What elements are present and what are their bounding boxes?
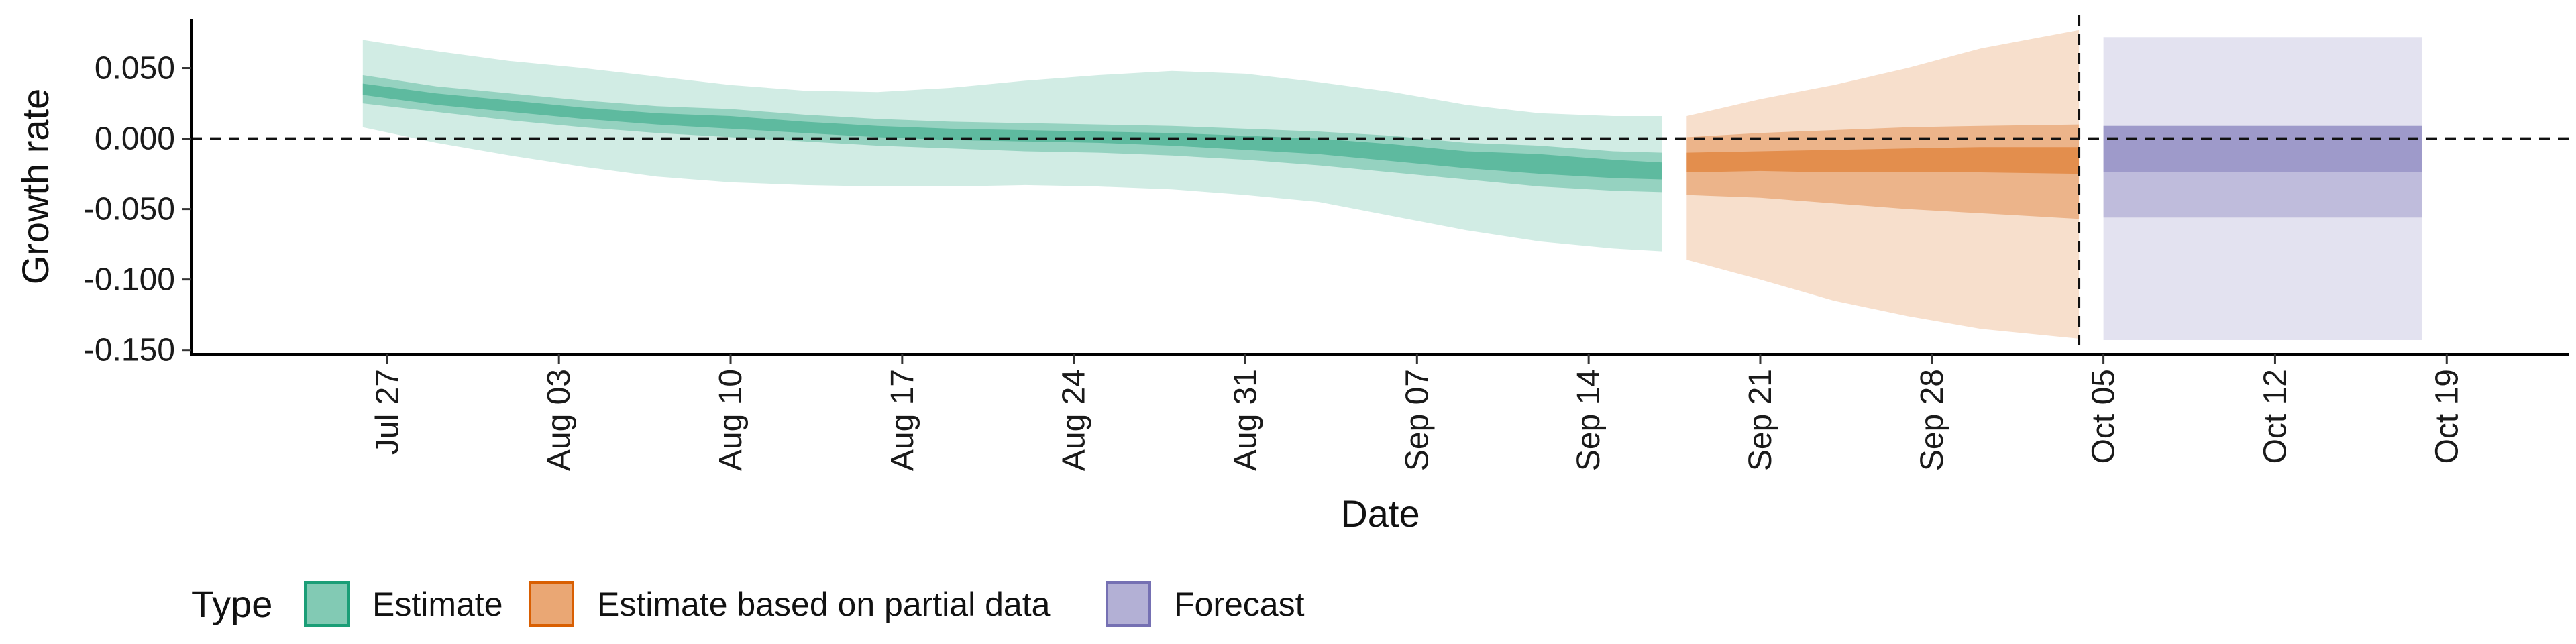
axes	[190, 19, 2569, 356]
legend-key	[304, 581, 350, 627]
y-tick-label: 0.050	[95, 51, 175, 87]
x-tick-label: Aug 31	[1228, 369, 1264, 471]
x-tick-label: Oct 19	[2429, 369, 2465, 464]
x-tick-label: Oct 05	[2086, 369, 2122, 464]
y-tick-label: -0.150	[84, 333, 175, 368]
y-axis-title: Growth rate	[14, 89, 56, 285]
estimate-band-90	[362, 40, 1662, 252]
y-tick-label: -0.100	[84, 262, 175, 298]
legend: Type Estimate Estimate based on partial d…	[191, 581, 1305, 627]
estimate-band-20	[362, 83, 1662, 180]
estimate-based-on-partial-data-band-50	[1686, 124, 2080, 219]
x-axis-ticks: Jul 27 Aug 03 Aug 10 Aug 17 Aug 24 Aug 31 Sep …	[370, 354, 2465, 471]
x-tick-label: Oct 12	[2257, 369, 2293, 464]
legend-label: Estimate	[372, 586, 503, 623]
y-tick-label: 0.000	[95, 121, 175, 157]
x-tick-label: Aug 24	[1057, 369, 1092, 471]
x-tick-label: Sep 21	[1743, 369, 1778, 471]
y-axis-ticks: 0.050 0.000 -0.050 -0.100 -0.150	[84, 51, 191, 368]
x-tick-label: Aug 10	[713, 369, 749, 471]
x-tick-label: Sep 28	[1915, 369, 1950, 471]
y-tick-label: -0.050	[84, 192, 175, 227]
estimate-based-on-partial-data-band-90	[1686, 30, 2080, 339]
legend-key	[529, 581, 574, 627]
forecast-band-50	[2103, 125, 2422, 218]
x-tick-label: Jul 27	[370, 369, 405, 455]
x-tick-label: Sep 14	[1571, 369, 1607, 471]
legend-key	[1106, 581, 1151, 627]
forecast-band-20	[2103, 125, 2422, 172]
reference-lines	[191, 15, 2569, 354]
x-tick-label: Aug 03	[541, 369, 577, 471]
estimate-band-50	[362, 75, 1662, 193]
legend-title: Type	[191, 583, 272, 625]
forecast-band-90	[2103, 37, 2422, 341]
x-tick-label: Sep 07	[1399, 369, 1435, 471]
x-axis-title: Date	[1340, 492, 1419, 535]
estimate-based-on-partial-data-band-20	[1686, 147, 2080, 174]
legend-label: Forecast	[1174, 586, 1305, 623]
x-tick-label: Aug 17	[885, 369, 920, 471]
legend-label: Estimate based on partial data	[597, 586, 1051, 623]
ribbon-layer	[362, 30, 2422, 341]
